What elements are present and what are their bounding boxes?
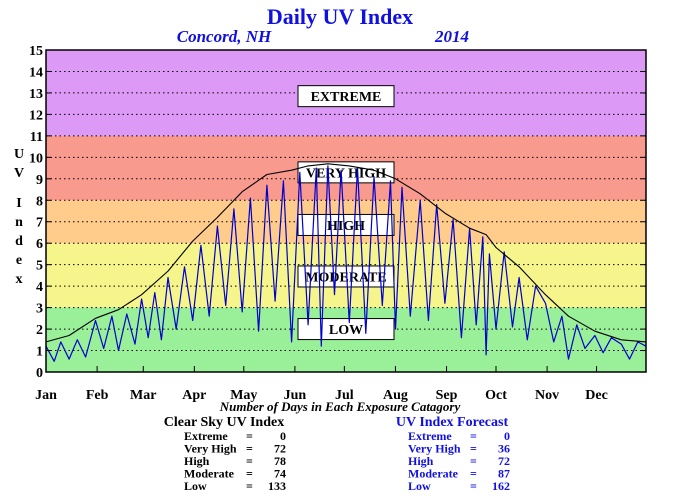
- stat-value: 87: [498, 467, 510, 481]
- stat-value: 0: [504, 429, 510, 443]
- y-tick-label: 9: [36, 173, 43, 188]
- x-tick-label: Apr: [182, 388, 206, 403]
- band-label-low: LOW: [329, 323, 363, 338]
- band-label-extreme: EXTREME: [311, 90, 382, 105]
- stat-sep: =: [246, 454, 253, 468]
- stat-value: 72: [498, 454, 510, 468]
- series-lines: [45, 163, 647, 362]
- stat-sep: =: [470, 479, 477, 493]
- stat-sep: =: [246, 467, 253, 481]
- y-tick-label: 3: [36, 302, 43, 317]
- x-tick-label: Jul: [335, 388, 354, 403]
- x-axis-ticks: Jan Feb Mar Apr May Jun Jul Aug Sep Oct Nov Dec: [35, 366, 608, 403]
- y-axis-label-letter: V: [14, 166, 24, 181]
- stat-sep: =: [470, 467, 477, 481]
- stat-label: Extreme: [408, 429, 452, 443]
- x-tick-label: Dec: [585, 388, 608, 403]
- band-label-high: HIGH: [327, 219, 365, 234]
- stats-clear-sky: Clear Sky UV Index Extreme = 0 Very High = 72…: [164, 415, 286, 493]
- x-tick-label: Feb: [86, 388, 109, 403]
- y-tick-label: 10: [29, 151, 43, 166]
- stat-value: 78: [274, 454, 286, 468]
- x-tick-label: Jun: [284, 388, 307, 403]
- x-tick-label: May: [230, 388, 257, 403]
- stat-sep: =: [470, 429, 477, 443]
- x-tick-label: Aug: [383, 388, 408, 403]
- stat-value: 74: [274, 467, 286, 481]
- y-tick-label: 0: [36, 366, 43, 381]
- stat-value: 36: [498, 442, 510, 456]
- stat-sep: =: [246, 442, 253, 456]
- x-tick-label: Sep: [436, 388, 458, 403]
- y-axis-label-letter: n: [15, 215, 23, 230]
- y-tick-label: 2: [36, 323, 43, 338]
- y-axis-label-letter: U: [14, 147, 24, 162]
- chart-year: 2014: [434, 27, 469, 46]
- band-label-moderate: MODERATE: [305, 270, 386, 285]
- band-label-very-high: VERY HIGH: [306, 166, 386, 181]
- stat-label: Moderate: [408, 467, 459, 481]
- y-tick-label: 15: [29, 44, 43, 59]
- stats-clear-sky-title: Clear Sky UV Index: [164, 415, 284, 430]
- stat-label: High: [408, 454, 434, 468]
- stat-label: Extreme: [184, 429, 228, 443]
- stat-label: Very High: [184, 442, 237, 456]
- stat-sep: =: [246, 429, 253, 443]
- y-tick-label: 12: [29, 108, 43, 123]
- plot-frame: [45, 49, 647, 373]
- y-tick-label: 5: [36, 259, 43, 274]
- chart-title: Daily UV Index: [267, 4, 413, 29]
- y-tick-label: 8: [36, 194, 43, 209]
- stat-sep: =: [470, 454, 477, 468]
- band-label-box: [297, 85, 395, 108]
- grid-lines: [46, 70, 646, 352]
- series-line-uv-index-forecast: [45, 165, 647, 362]
- stat-value: 162: [492, 479, 510, 493]
- x-axis-caption: Number of Days in Each Exposure Catagory: [219, 399, 461, 414]
- y-tick-label: 13: [29, 87, 43, 102]
- x-tick-label: Oct: [485, 388, 507, 403]
- y-axis-label-letter: I: [16, 196, 21, 211]
- y-tick-label: 6: [36, 237, 43, 252]
- stat-value: 0: [280, 429, 286, 443]
- stat-sep: =: [470, 442, 477, 456]
- y-tick-label: 1: [36, 345, 43, 360]
- chart-location: Concord, NH: [177, 27, 272, 46]
- stat-label: Moderate: [184, 467, 235, 481]
- x-tick-label: Jan: [35, 388, 57, 403]
- stat-label: Very High: [408, 442, 461, 456]
- band-labels: LOW MODERATE HIGH VERY HIGH EXTREME: [297, 85, 395, 341]
- stats-forecast-title: UV Index Forecast: [396, 415, 509, 430]
- series-line-clear-sky-uv-index: [45, 163, 647, 343]
- y-tick-label: 14: [29, 65, 43, 80]
- x-tick-label: Nov: [535, 388, 559, 403]
- y-tick-label: 4: [36, 280, 43, 295]
- band-label-box: [297, 213, 395, 236]
- y-axis-label-letter: d: [15, 234, 23, 249]
- stat-label: High: [184, 454, 210, 468]
- stat-label: Low: [184, 479, 207, 493]
- stat-value: 133: [268, 479, 286, 493]
- band-label-box: [297, 161, 395, 184]
- stat-label: Low: [408, 479, 431, 493]
- stat-sep: =: [246, 479, 253, 493]
- y-axis-label-letter: e: [16, 253, 22, 268]
- stats-forecast: UV Index Forecast Extreme = 0 Very High = 36 H…: [396, 415, 510, 493]
- y-axis-label-letter: x: [16, 272, 23, 287]
- y-tick-label: 7: [36, 216, 43, 231]
- x-tick-label: Mar: [130, 388, 156, 403]
- y-tick-label: 11: [30, 130, 43, 145]
- stat-value: 72: [274, 442, 286, 456]
